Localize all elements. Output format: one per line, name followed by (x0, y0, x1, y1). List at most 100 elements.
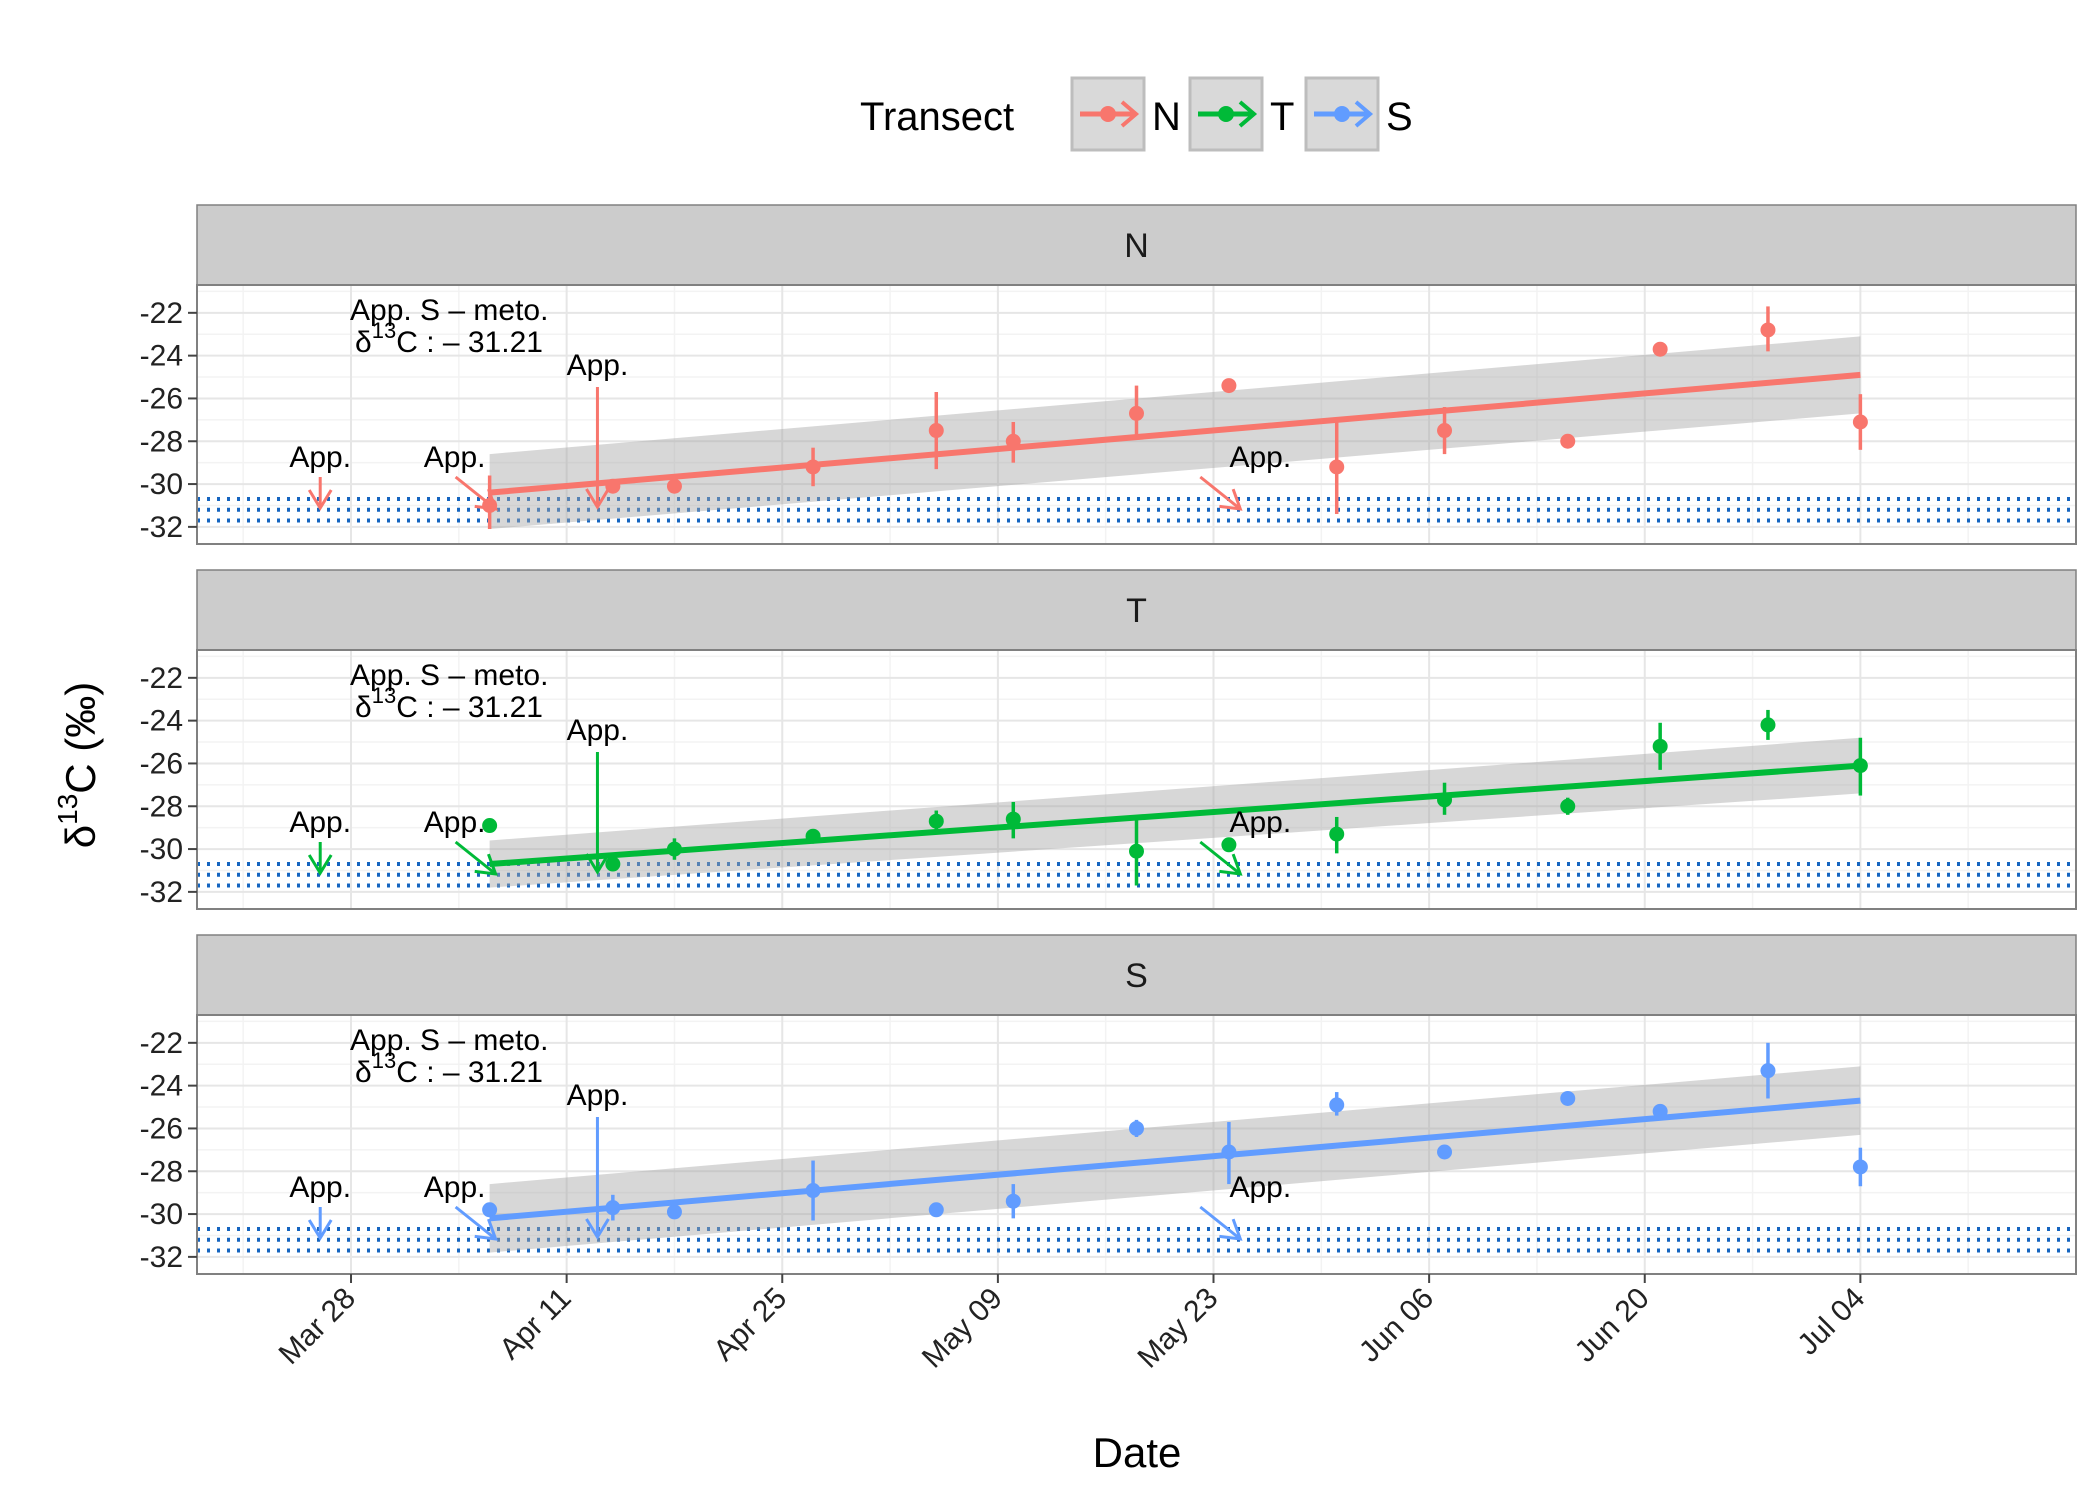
y-tick-label-t-5: -32 (140, 876, 183, 909)
arrow-label-t-3: App. (1229, 806, 1291, 839)
point-n-4 (928, 423, 944, 439)
point-s-10 (1560, 1090, 1576, 1106)
y-tick-label-s-0: -22 (140, 1027, 183, 1060)
point-n-10 (1560, 433, 1576, 449)
point-n-9 (1437, 423, 1453, 439)
y-axis-t: -22 -24 -26 -28 -30 -32 (140, 662, 197, 909)
y-tick-label-s-4: -30 (140, 1198, 183, 1231)
arrow-label-n-0: App. (289, 441, 351, 474)
point-s-2 (666, 1204, 682, 1220)
legend-title: Transect (860, 95, 1014, 139)
panel-s: S App. App. App. App. App. S – meto.δ13C : – … (140, 934, 2077, 1275)
arrow-s-3 (1199, 1205, 1242, 1241)
strip-n (196, 204, 2077, 286)
arrow-label-t-0: App. (289, 806, 351, 839)
arrow-s-1 (454, 1205, 497, 1241)
panel-border-s (196, 1014, 2077, 1275)
sample-label-t: App. S – meto. (350, 659, 548, 692)
y-tick-label-n-4: -30 (140, 468, 183, 501)
arrow-label-n-3: App. (1229, 441, 1291, 474)
point-t-6 (1129, 843, 1144, 859)
annotations-n: App. App. App. App. App. S – meto.δ13C : – 3… (289, 294, 1291, 511)
point-t-8 (1329, 826, 1345, 842)
point-n-11 (1652, 341, 1668, 357)
point-s-13 (1852, 1159, 1868, 1175)
point-s-4 (928, 1202, 944, 1218)
point-s-12 (1760, 1063, 1776, 1079)
arrow-head-s-1 (474, 1218, 498, 1241)
annotations-t: App. App. App. App. App. S – meto.δ13C : – 3… (289, 659, 1291, 876)
trend-line-n (489, 371, 1861, 496)
arrow-label-s-2: App. (567, 1079, 629, 1112)
arrow-head-n-1 (474, 488, 498, 511)
panel-n: N App. App. App. App. App. S – meto.δ13C : – … (140, 204, 2077, 545)
y-axis-n: -22 -24 -26 -28 -30 -32 (140, 297, 197, 544)
grid-s (197, 1015, 2076, 1274)
arrow-label-t-1: App. (424, 806, 486, 839)
legend-key-n (1070, 76, 1146, 152)
strip-t (196, 569, 2077, 651)
y-axis-s: -22 -24 -26 -28 -30 -32 (140, 1027, 197, 1274)
arrow-label-t-2: App. (567, 714, 629, 747)
trend-line-s (489, 1097, 1861, 1222)
point-n-2 (666, 478, 682, 494)
point-t-4 (928, 813, 944, 829)
y-axis-title: δ13C (‰) (52, 682, 104, 849)
legend-label-t: T (1270, 95, 1294, 139)
y-tick-label-n-2: -26 (140, 382, 183, 415)
arrow-label-n-2: App. (567, 349, 629, 382)
legend-key-t (1188, 76, 1264, 152)
point-n-13 (1852, 414, 1868, 430)
point-t-10 (1560, 798, 1576, 814)
arrow-head-t-0 (307, 854, 333, 876)
panel-border-n (196, 284, 2077, 545)
y-tick-label-n-1: -24 (140, 340, 183, 373)
point-t-7 (1221, 837, 1237, 853)
points-t (482, 709, 1868, 886)
arrow-n-3 (1199, 475, 1242, 511)
y-tick-label-s-1: -24 (140, 1070, 183, 1103)
point-s-8 (1329, 1097, 1345, 1113)
arrow-head-s-0 (307, 1219, 333, 1241)
sample-value-n: δ13C : – 31.21 (355, 318, 543, 359)
y-tick-label-s-3: -28 (140, 1155, 183, 1188)
arrow-n-1 (454, 475, 497, 511)
y-tick-label-t-4: -30 (140, 833, 183, 866)
y-tick-label-n-3: -28 (140, 425, 183, 458)
point-s-6 (1129, 1120, 1144, 1136)
strip-s (196, 934, 2077, 1016)
arrow-head-n-2 (585, 488, 610, 510)
arrow-head-s-3 (1219, 1218, 1243, 1241)
trend-line-t (489, 762, 1861, 868)
point-t-11 (1652, 738, 1668, 754)
arrow-head-s-2 (585, 1218, 610, 1240)
y-tick-label-n-5: -32 (140, 511, 183, 544)
strip-label-n: N (1124, 227, 1149, 265)
point-n-7 (1221, 378, 1237, 394)
arrow-label-n-1: App. (424, 441, 486, 474)
legend: Transect N T S (860, 76, 1413, 152)
panel-t: T App. App. App. App. App. S – meto.δ13C : – … (140, 569, 2077, 910)
point-s-0 (482, 1202, 498, 1218)
arrow-head-t-1 (474, 853, 498, 876)
arrow-head-n-3 (1219, 488, 1243, 511)
y-tick-label-t-1: -24 (140, 705, 183, 738)
x-axis-title: Date (1093, 1429, 1182, 1476)
sample-value-t: δ13C : – 31.21 (355, 683, 543, 724)
point-t-12 (1760, 717, 1776, 733)
y-tick-label-s-5: -32 (140, 1241, 183, 1274)
point-t-5 (1005, 811, 1021, 827)
plot-area-s (197, 1015, 2076, 1274)
point-s-9 (1437, 1144, 1453, 1160)
point-n-12 (1760, 322, 1776, 338)
y-tick-label-t-0: -22 (140, 662, 183, 695)
point-t-0 (482, 818, 498, 834)
sample-label-n: App. S – meto. (350, 294, 548, 327)
legend-label-s: S (1386, 95, 1413, 139)
arrow-label-s-0: App. (289, 1171, 351, 1204)
points-n (482, 306, 1868, 530)
point-n-8 (1329, 459, 1345, 475)
annotations-s: App. App. App. App. App. S – meto.δ13C : – 3… (289, 1024, 1291, 1241)
